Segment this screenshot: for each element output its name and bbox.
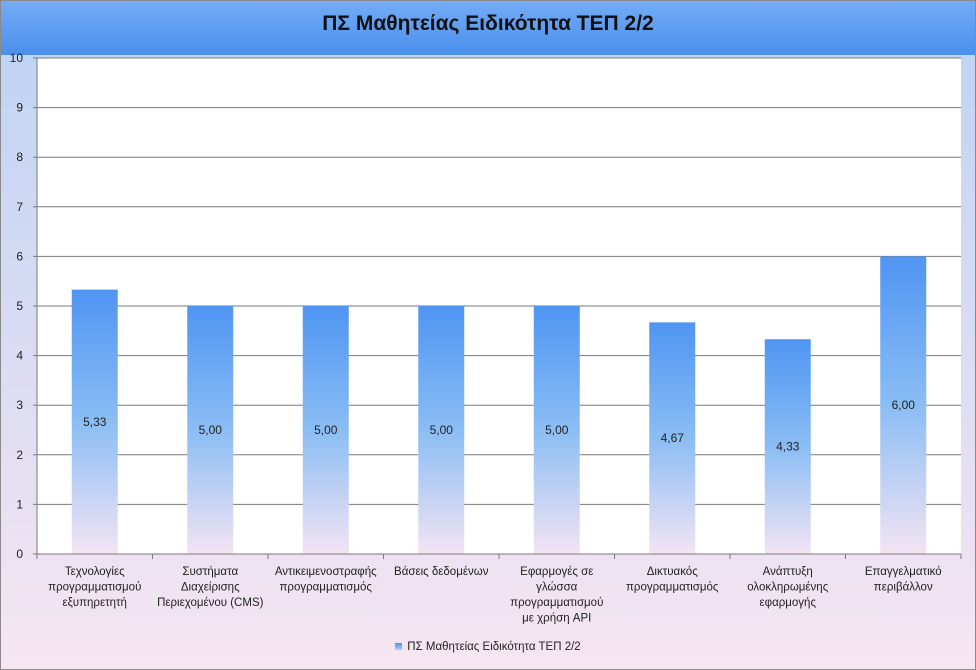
legend: ΠΣ Μαθητείας Ειδικότητα ΤΕΠ 2/2 [1, 641, 975, 653]
x-tick-label: Συστήματα Διαχείρισης Περιεχομένου (CMS) [157, 566, 264, 609]
bar [533, 306, 580, 554]
bar [71, 289, 118, 554]
bar [187, 306, 234, 554]
y-tick-label: 5 [16, 299, 23, 313]
y-tick-label: 2 [16, 448, 23, 462]
bar [302, 306, 349, 554]
y-tick-label: 8 [16, 150, 23, 164]
data-label: 4,67 [661, 431, 685, 445]
y-tick-label: 9 [16, 101, 23, 115]
bar [764, 339, 811, 554]
x-tick-label: Επαγγελματικό περιβάλλον [865, 566, 942, 594]
title-band [1, 1, 975, 55]
data-label: 5,33 [83, 415, 107, 429]
x-tick-label: Βάσεις δεδομένων [394, 566, 489, 578]
chart-title: ΠΣ Μαθητείας Ειδικότητα ΤΕΠ 2/2 [322, 12, 654, 35]
y-tick-label: 6 [16, 249, 23, 263]
y-tick-label: 0 [16, 547, 23, 561]
legend-label: ΠΣ Μαθητείας Ειδικότητα ΤΕΠ 2/2 [407, 641, 581, 653]
data-label: 5,00 [430, 423, 454, 437]
x-tick-label: Αντικειμενοστραφής προγραμματισμός [275, 566, 377, 594]
axes: 0 1 2 3 4 5 6 7 8 9 10 Τεχνολογίες προγραμματισμού εξ… [10, 51, 962, 625]
x-tick-label: Τεχνολογίες προγραμματισμού εξυπηρετητή [48, 566, 141, 609]
data-label: 5,00 [314, 423, 338, 437]
x-tick-label: Εφαρμογές σε γλώσσα προγραμματισμού με χρήσ… [510, 566, 603, 625]
bar [649, 322, 696, 554]
bars: 5,33 5,00 5,00 5,00 5,00 4,67 4,33 6,00 [71, 256, 927, 554]
x-tick-label: Δικτυακός προγραμματισμός [626, 566, 719, 594]
y-tick-label: 4 [16, 349, 23, 363]
y-tick-label: 1 [16, 497, 23, 511]
bar [880, 256, 927, 554]
legend-swatch [395, 643, 403, 651]
y-tick-label: 7 [16, 200, 23, 214]
bar [418, 306, 465, 554]
y-tick-label: 10 [10, 51, 24, 65]
x-tick-label: Ανάπτυξη ολοκληρωμένης εφαρμογής [747, 566, 828, 609]
data-label: 4,33 [776, 440, 800, 454]
y-tick-label: 3 [16, 398, 23, 412]
data-label: 5,00 [545, 423, 569, 437]
data-label: 5,00 [199, 423, 223, 437]
data-label: 6,00 [892, 398, 916, 412]
